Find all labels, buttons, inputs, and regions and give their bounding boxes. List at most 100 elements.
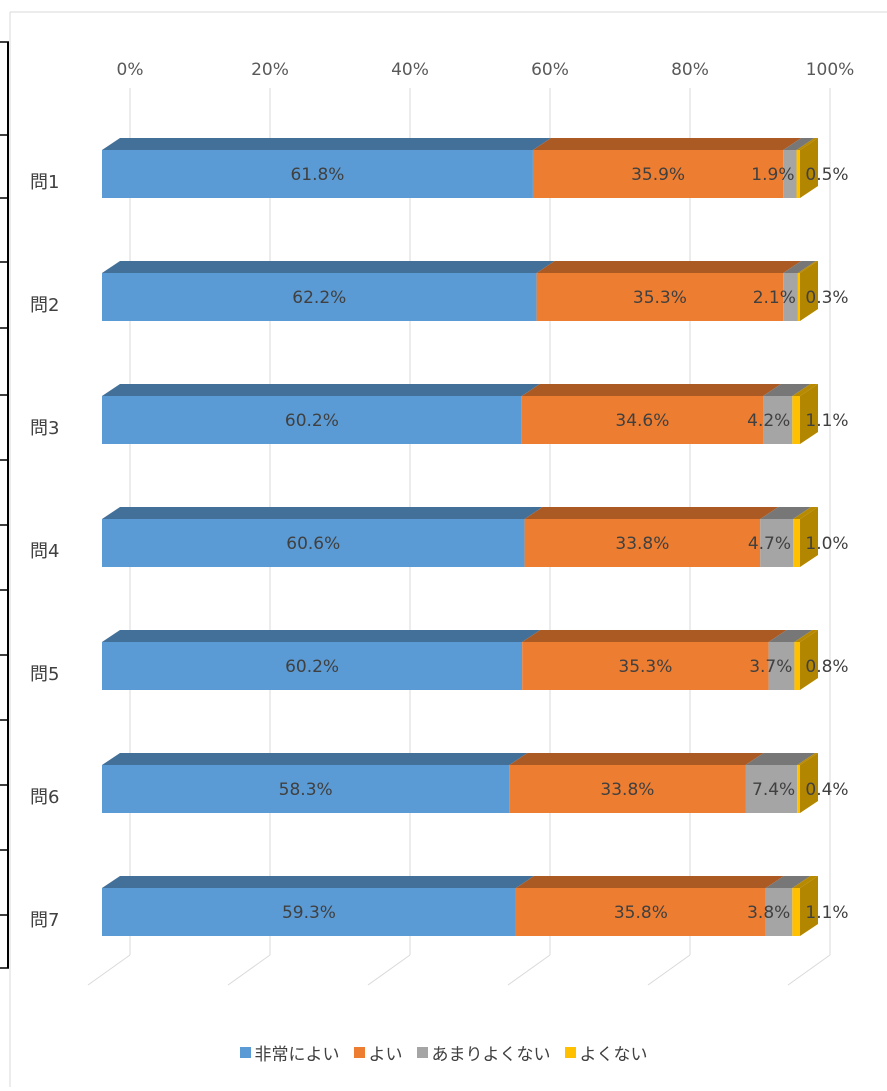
bar-segment bbox=[532, 150, 784, 198]
floor-gridline bbox=[647, 954, 691, 986]
chart-legend: 非常によい よい あまりよくない よくない bbox=[0, 1040, 887, 1065]
bar-side-face bbox=[800, 384, 818, 444]
category-label: 問1 bbox=[30, 172, 59, 193]
bar-segment bbox=[796, 150, 800, 198]
data-label: 59.3% bbox=[282, 903, 336, 923]
data-label: 0.3% bbox=[805, 288, 848, 308]
bar-segment bbox=[792, 396, 800, 444]
legend-item-very-good: 非常によい bbox=[239, 1040, 340, 1065]
bar-top-face bbox=[102, 138, 551, 150]
bar-segment bbox=[102, 642, 523, 690]
x-tick-label: 40% bbox=[391, 60, 429, 80]
floor-gridline bbox=[367, 954, 411, 986]
bar-segment bbox=[102, 150, 533, 198]
floor-gridline bbox=[227, 954, 271, 986]
bar-top-face bbox=[783, 138, 815, 150]
data-label: 4.2% bbox=[747, 411, 790, 431]
legend-item-not-very-good: あまりよくない bbox=[416, 1040, 551, 1065]
data-label: 1.0% bbox=[805, 534, 848, 554]
bar-top-face bbox=[102, 261, 555, 273]
bar-segment bbox=[102, 396, 522, 444]
floor-gridline bbox=[87, 954, 131, 986]
category-label: 問3 bbox=[30, 418, 59, 439]
bar-side-face bbox=[800, 753, 818, 813]
bar-top-face bbox=[515, 876, 784, 888]
bar-segment bbox=[102, 273, 537, 321]
bar-segment bbox=[765, 888, 793, 936]
bar-segment bbox=[536, 273, 784, 321]
legend-swatch-good bbox=[353, 1047, 365, 1058]
bar-segment bbox=[783, 273, 798, 321]
bar-top-face bbox=[763, 384, 811, 396]
data-label: 0.5% bbox=[805, 165, 848, 185]
data-label: 33.8% bbox=[615, 534, 669, 554]
bar-top-face bbox=[760, 507, 812, 519]
data-label: 1.1% bbox=[805, 411, 848, 431]
category-label: 問7 bbox=[30, 910, 59, 931]
bar-top-face bbox=[521, 384, 782, 396]
legend-label-very-good: 非常によい bbox=[254, 1045, 340, 1065]
category-label: 問2 bbox=[30, 295, 59, 316]
legend-item-good: よい bbox=[353, 1040, 403, 1065]
legend-item-not-good: よくない bbox=[564, 1040, 648, 1065]
bar-side-face bbox=[800, 876, 818, 936]
floor-gridline bbox=[787, 954, 831, 986]
bar-segment bbox=[760, 519, 794, 567]
bar-top-face bbox=[524, 507, 779, 519]
bar-top-face bbox=[536, 261, 802, 273]
bar-top-face bbox=[768, 630, 813, 642]
data-label: 0.4% bbox=[805, 780, 848, 800]
x-tick-label: 100% bbox=[806, 60, 855, 80]
legend-label-not-good: よくない bbox=[579, 1045, 648, 1065]
bar-top-face bbox=[797, 261, 818, 273]
bar-top-face bbox=[745, 753, 816, 765]
data-label: 3.7% bbox=[749, 657, 792, 677]
bar-side-face bbox=[800, 630, 818, 690]
bar-segment bbox=[792, 888, 800, 936]
bar-side-face bbox=[800, 507, 818, 567]
bar-top-face bbox=[792, 384, 818, 396]
bar-segment bbox=[745, 765, 798, 813]
bar-top-face bbox=[102, 876, 534, 888]
data-label: 35.9% bbox=[631, 165, 685, 185]
bar-top-face bbox=[792, 876, 818, 888]
legend-swatch-not-good bbox=[564, 1047, 576, 1058]
legend-swatch-not-very-good bbox=[416, 1047, 428, 1058]
data-label: 1.9% bbox=[751, 165, 794, 185]
bar-segment bbox=[522, 642, 769, 690]
bar-side-face bbox=[800, 261, 818, 321]
bar-segment bbox=[783, 150, 797, 198]
bar-segment bbox=[524, 519, 761, 567]
bar-top-face bbox=[522, 630, 787, 642]
x-tick-label: 0% bbox=[117, 60, 144, 80]
x-tick-label: 60% bbox=[531, 60, 569, 80]
bar-top-face bbox=[793, 507, 818, 519]
bar-top-face bbox=[102, 384, 540, 396]
legend-swatch-very-good bbox=[239, 1047, 251, 1058]
bar-segment bbox=[521, 396, 764, 444]
x-tick-label: 80% bbox=[671, 60, 709, 80]
x-tick-label: 20% bbox=[251, 60, 289, 80]
bar-segment bbox=[102, 519, 525, 567]
category-label: 問5 bbox=[30, 664, 59, 685]
bar-top-face bbox=[797, 753, 818, 765]
bar-side-face bbox=[800, 138, 818, 198]
data-label: 35.3% bbox=[618, 657, 672, 677]
bar-top-face bbox=[102, 630, 541, 642]
data-label: 35.3% bbox=[633, 288, 687, 308]
data-label: 3.8% bbox=[747, 903, 790, 923]
bar-top-face bbox=[102, 753, 528, 765]
category-label: 問4 bbox=[30, 541, 59, 562]
data-label: 34.6% bbox=[615, 411, 669, 431]
floor-gridline bbox=[507, 954, 551, 986]
bar-segment bbox=[797, 273, 800, 321]
bar-top-face bbox=[783, 261, 816, 273]
legend-label-not-very-good: あまりよくない bbox=[431, 1045, 551, 1065]
bar-segment bbox=[794, 642, 800, 690]
data-label: 4.7% bbox=[748, 534, 791, 554]
data-label: 60.6% bbox=[286, 534, 340, 554]
data-label: 2.1% bbox=[753, 288, 796, 308]
bar-segment bbox=[763, 396, 793, 444]
